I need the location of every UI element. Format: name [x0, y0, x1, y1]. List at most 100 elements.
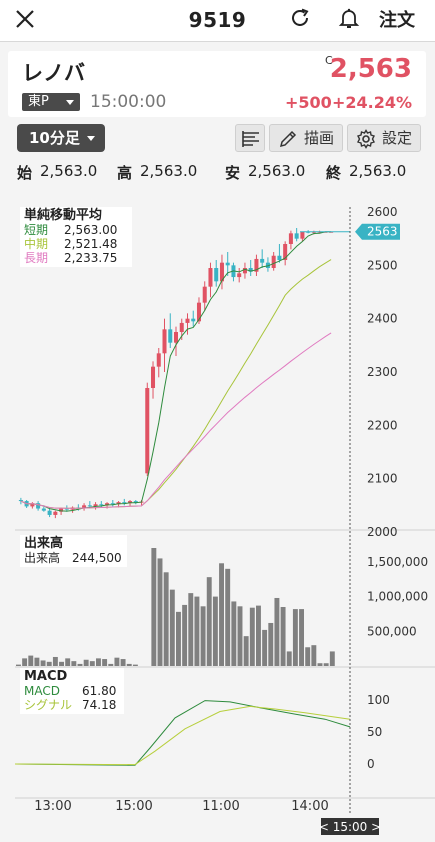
volume-bar — [286, 651, 292, 666]
candle-body — [277, 255, 282, 260]
interval-label: 10分足 — [29, 129, 80, 147]
high-label: 高 — [117, 164, 133, 182]
candle-body — [145, 388, 150, 474]
candle-body — [283, 244, 288, 260]
high-value: 2,563.0 — [140, 162, 198, 180]
candle-body — [168, 329, 173, 343]
candle-body — [93, 504, 98, 507]
volume-bar — [305, 647, 311, 666]
candle-body — [260, 258, 265, 263]
low-label: 安 — [225, 164, 241, 182]
price-tick-label: 2400 — [367, 312, 398, 326]
candle-body — [185, 318, 190, 323]
ma-long-label: 長期 — [24, 251, 49, 265]
ma-mid-label: 中期 — [24, 237, 49, 251]
candle-body — [196, 302, 201, 322]
bell-icon[interactable] — [337, 6, 361, 30]
candle-body — [30, 503, 35, 507]
volume-bar — [40, 660, 46, 666]
candle-body — [254, 258, 259, 272]
candle-body — [151, 366, 156, 388]
volume-tick-label: 1,500,000 — [367, 555, 428, 569]
volume-bar — [182, 604, 188, 666]
open-label: 始 — [17, 164, 33, 182]
volume-bar — [65, 658, 71, 666]
chart-area[interactable]: 2600 2500 2400 2300 2200 2100 2000 2563 1,500,00… — [15, 195, 435, 835]
stock-chart[interactable]: 2600 2500 2400 2300 2200 2100 2000 2563 1,500,00… — [15, 195, 435, 835]
x-tick-label: 11:00 — [202, 799, 239, 814]
volume-bar — [59, 661, 64, 666]
volume-bar — [16, 664, 21, 666]
volume-bar — [231, 601, 237, 666]
volume-bar — [46, 661, 52, 666]
candle-body — [110, 503, 115, 505]
candle-body — [300, 231, 305, 239]
price-tick-label: 2000 — [367, 525, 398, 539]
candle-body — [128, 501, 133, 504]
time-tag-label: < 15:00 > — [319, 820, 381, 834]
settings-button[interactable]: 設定 — [347, 124, 421, 152]
volume-bar — [194, 596, 200, 666]
candle-body — [116, 502, 121, 505]
volume-bar — [299, 609, 304, 666]
stock-name: レノバ — [22, 61, 85, 85]
candle-body — [317, 231, 322, 233]
candle-body — [248, 268, 253, 272]
candle-body — [41, 508, 46, 511]
volume-bar — [96, 658, 101, 666]
ma-short-label: 短期 — [24, 223, 49, 237]
macd-legend-title: MACD — [24, 669, 68, 684]
settings-label: 設定 — [382, 129, 413, 147]
macd-tick-label: 100 — [367, 693, 390, 707]
close-value: 2,563.0 — [349, 162, 407, 180]
page-title: 9519 — [188, 8, 247, 32]
volume-bar — [206, 577, 212, 666]
macd-tick-label: 50 — [367, 725, 382, 739]
volume-bar — [323, 663, 329, 666]
chevron-down-icon — [66, 100, 74, 105]
short-ma-line — [20, 231, 332, 512]
candle-body — [329, 231, 334, 233]
candle-body — [271, 255, 276, 268]
volume-bar — [71, 661, 77, 666]
price-tick-label: 2100 — [367, 472, 398, 486]
market-selector[interactable]: 東P — [22, 93, 80, 111]
ma-long-value: 2,233.75 — [64, 251, 118, 265]
volume-bar — [268, 622, 274, 666]
volume-bar — [329, 651, 335, 666]
volume-bar — [132, 664, 138, 666]
candle-body — [179, 322, 184, 332]
order-button[interactable]: 注文 — [379, 10, 415, 31]
volume-bar — [163, 572, 169, 666]
refresh-icon[interactable] — [288, 6, 312, 30]
volume-bar — [292, 609, 298, 666]
volume-bar — [169, 589, 175, 666]
candle-body — [242, 268, 247, 274]
draw-button[interactable]: 描画 — [269, 124, 343, 152]
close-price-mark: C — [325, 54, 333, 67]
gear-icon — [357, 129, 375, 149]
candle-body — [173, 332, 179, 343]
volume-tick-label: 1,000,000 — [367, 590, 428, 604]
candle-body — [47, 510, 52, 515]
interval-selector[interactable]: 10分足 — [17, 124, 105, 152]
volume-value: 244,500 — [72, 551, 122, 565]
indicator-list-button[interactable] — [235, 124, 265, 152]
low-value: 2,563.0 — [248, 162, 306, 180]
volume-bar — [126, 663, 132, 666]
volume-bar — [120, 659, 126, 666]
candle-body — [122, 502, 127, 504]
candle-body — [36, 503, 41, 509]
volume-bar — [22, 658, 28, 666]
volume-bar — [256, 605, 261, 666]
candle-body — [87, 505, 92, 507]
price-tag — [355, 223, 400, 240]
macd-line — [15, 700, 351, 766]
price-tick-label: 2300 — [367, 365, 398, 379]
close-icon[interactable] — [14, 8, 36, 30]
candle-body — [214, 268, 219, 282]
candle-body — [64, 508, 69, 510]
x-tick-label: 15:00 — [115, 799, 152, 814]
price-time: 15:00:00 — [90, 92, 167, 112]
price-tick-label: 2200 — [367, 418, 398, 432]
